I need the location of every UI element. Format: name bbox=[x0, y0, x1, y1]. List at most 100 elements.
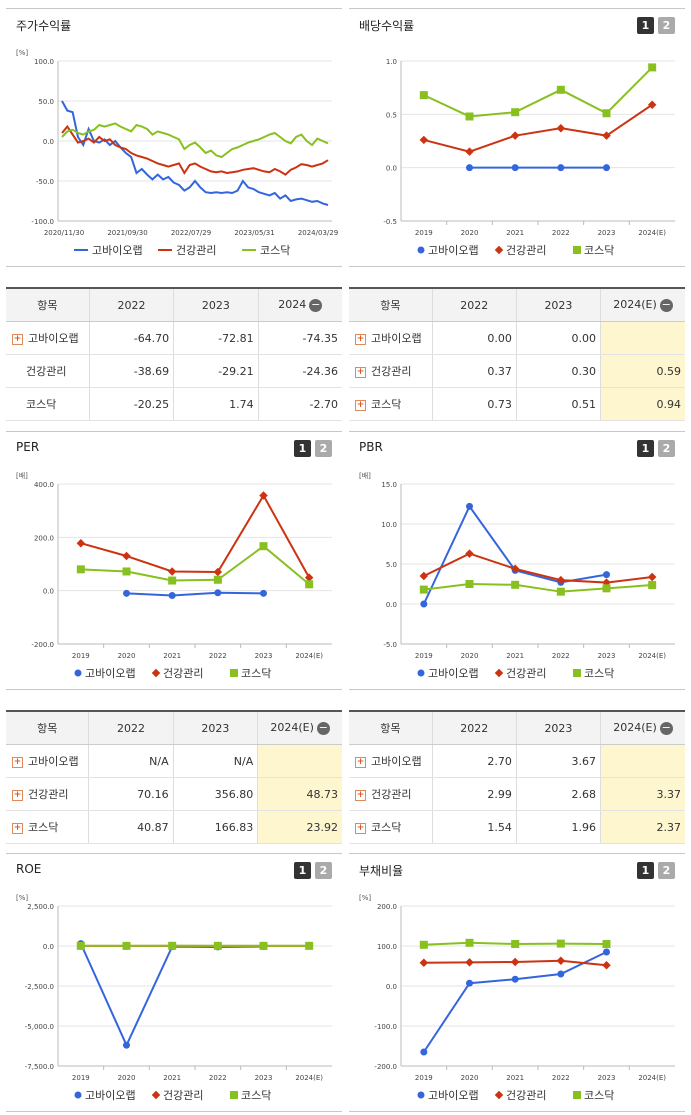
page-1-button[interactable]: 1 bbox=[637, 17, 654, 34]
expand-icon[interactable]: + bbox=[12, 756, 23, 768]
table-per: 항목 2022 2023 2024(E) − + 고바이오랩 N/A N/A + 건강관리 70.16… bbox=[6, 710, 342, 844]
x-tick-label: 2020 bbox=[118, 652, 136, 660]
panel-title: 주가수익률 bbox=[16, 19, 72, 33]
series-line bbox=[423, 103, 653, 153]
cell-value: 48.73 bbox=[257, 777, 342, 811]
cell-value: -74.35 bbox=[257, 321, 342, 355]
collapse-icon[interactable]: − bbox=[309, 297, 323, 312]
legend-marker bbox=[573, 669, 581, 677]
legend-label: 코스닥 bbox=[241, 667, 271, 680]
page-2-button[interactable]: 2 bbox=[658, 862, 675, 879]
x-tick-label: 2020 bbox=[461, 229, 479, 237]
data-point bbox=[466, 979, 473, 987]
page-2-button[interactable]: 2 bbox=[315, 862, 332, 879]
x-tick-label: 2024(E) bbox=[295, 652, 323, 660]
data-point bbox=[214, 589, 222, 597]
data-point bbox=[465, 938, 474, 947]
x-tick-label: 2019 bbox=[415, 229, 433, 237]
panel-title: 배당수익률 bbox=[359, 19, 415, 33]
expand-icon[interactable]: + bbox=[355, 333, 366, 345]
table-row: + 코스닥 1.54 1.96 2.37 bbox=[349, 810, 685, 844]
data-point bbox=[602, 960, 611, 970]
column-header: 2024− bbox=[257, 288, 342, 322]
column-header: 2022 bbox=[431, 288, 517, 322]
legend-marker bbox=[230, 1091, 238, 1099]
data-point bbox=[122, 567, 131, 576]
y-tick-label: 10.0 bbox=[381, 521, 397, 529]
unit-label: [%] bbox=[359, 894, 371, 902]
cell-value: 0.94 bbox=[600, 387, 685, 421]
data-point bbox=[76, 941, 85, 950]
column-header: 항목 bbox=[6, 288, 90, 322]
page-2-button[interactable]: 2 bbox=[315, 440, 332, 457]
expand-icon[interactable]: + bbox=[355, 756, 366, 768]
collapse-icon[interactable]: − bbox=[659, 297, 673, 312]
cell-value: 2.68 bbox=[515, 777, 601, 811]
chart-debt: [%] 200.0 100.0 0.0 -100.0 -200.0 2019 2020 2021… bbox=[359, 894, 675, 1102]
cell-value: 70.16 bbox=[88, 777, 174, 811]
expand-icon[interactable]: + bbox=[355, 822, 366, 834]
table-pbr: 항목 2022 2023 2024(E) − + 고바이오랩 2.70 3.67 + 건강관리 2.9… bbox=[349, 710, 685, 844]
x-tick-label: 2024(E) bbox=[638, 652, 666, 660]
y-tick-label: 100.0 bbox=[377, 943, 397, 951]
legend-marker bbox=[417, 1091, 425, 1099]
x-tick-label: 2021 bbox=[506, 229, 524, 237]
page-1-button[interactable]: 1 bbox=[294, 862, 311, 879]
collapse-icon[interactable]: − bbox=[316, 720, 330, 735]
row-label: + 코스닥 bbox=[349, 810, 433, 844]
y-tick-label: 2,500.0 bbox=[27, 903, 54, 911]
legend-marker bbox=[494, 245, 504, 255]
page-2-button[interactable]: 2 bbox=[658, 17, 675, 34]
expand-icon[interactable]: + bbox=[355, 789, 366, 801]
cell-value: 356.80 bbox=[172, 777, 258, 811]
data-point bbox=[168, 941, 177, 950]
data-point bbox=[122, 941, 131, 950]
page-1-button[interactable]: 1 bbox=[637, 862, 654, 879]
data-point bbox=[213, 567, 223, 577]
x-tick-label: 2022 bbox=[209, 1074, 227, 1082]
expand-icon[interactable]: + bbox=[12, 789, 23, 801]
cell-value: 2.99 bbox=[431, 777, 517, 811]
cell-value: 1.96 bbox=[515, 810, 601, 844]
series-line bbox=[423, 66, 653, 118]
table-dividend: 항목 2022 2023 2024(E) − + 고바이오랩 0.00 0.00 + 건강관리 0.3… bbox=[349, 287, 685, 421]
data-point bbox=[602, 584, 611, 593]
panel-title: PBR bbox=[359, 440, 383, 454]
data-point bbox=[305, 580, 314, 589]
data-point bbox=[511, 580, 520, 589]
expand-icon[interactable]: + bbox=[355, 366, 366, 378]
y-tick-label: 0.0 bbox=[386, 601, 397, 609]
table-row: + 건강관리 0.37 0.30 0.59 bbox=[349, 354, 685, 388]
data-point bbox=[419, 571, 429, 581]
column-header: 항목 bbox=[349, 288, 433, 322]
chart-pbr: [배] 15.0 10.0 5.0 0.0 -5.0 2019 2020 2021 2022 202… bbox=[359, 471, 675, 680]
data-point bbox=[556, 575, 566, 585]
legend-marker bbox=[151, 668, 161, 678]
column-header: 2023 bbox=[172, 711, 258, 745]
data-point bbox=[419, 958, 429, 968]
chart-roe: [%]2,500.0 0.0 -2,500.0 -5,000.0 -7,500.0 201… bbox=[16, 894, 332, 1102]
expand-icon[interactable]: + bbox=[12, 822, 23, 834]
page-1-button[interactable]: 1 bbox=[637, 440, 654, 457]
legend-label: 고바이오랩 bbox=[92, 244, 143, 257]
cell-value: 1.74 bbox=[173, 387, 259, 421]
y-tick-label: -7,500.0 bbox=[25, 1063, 54, 1071]
row-label: 코스닥 bbox=[6, 387, 90, 421]
page-2-button[interactable]: 2 bbox=[658, 440, 675, 457]
legend-label: 코스닥 bbox=[260, 244, 290, 257]
y-tick-label: 0.0 bbox=[43, 943, 54, 951]
expand-icon[interactable]: + bbox=[355, 399, 366, 411]
y-tick-label: 1.0 bbox=[386, 58, 397, 66]
x-tick-label: 2023 bbox=[598, 1074, 616, 1082]
page-1-button[interactable]: 1 bbox=[294, 440, 311, 457]
legend-marker bbox=[74, 669, 82, 677]
expand-icon[interactable]: + bbox=[12, 333, 23, 345]
legend-label: 고바이오랩 bbox=[85, 1089, 136, 1102]
collapse-icon[interactable]: − bbox=[659, 720, 673, 735]
row-label: + 건강관리 bbox=[6, 777, 89, 811]
y-tick-label: 400.0 bbox=[34, 481, 54, 489]
x-tick-label: 2021 bbox=[163, 652, 181, 660]
